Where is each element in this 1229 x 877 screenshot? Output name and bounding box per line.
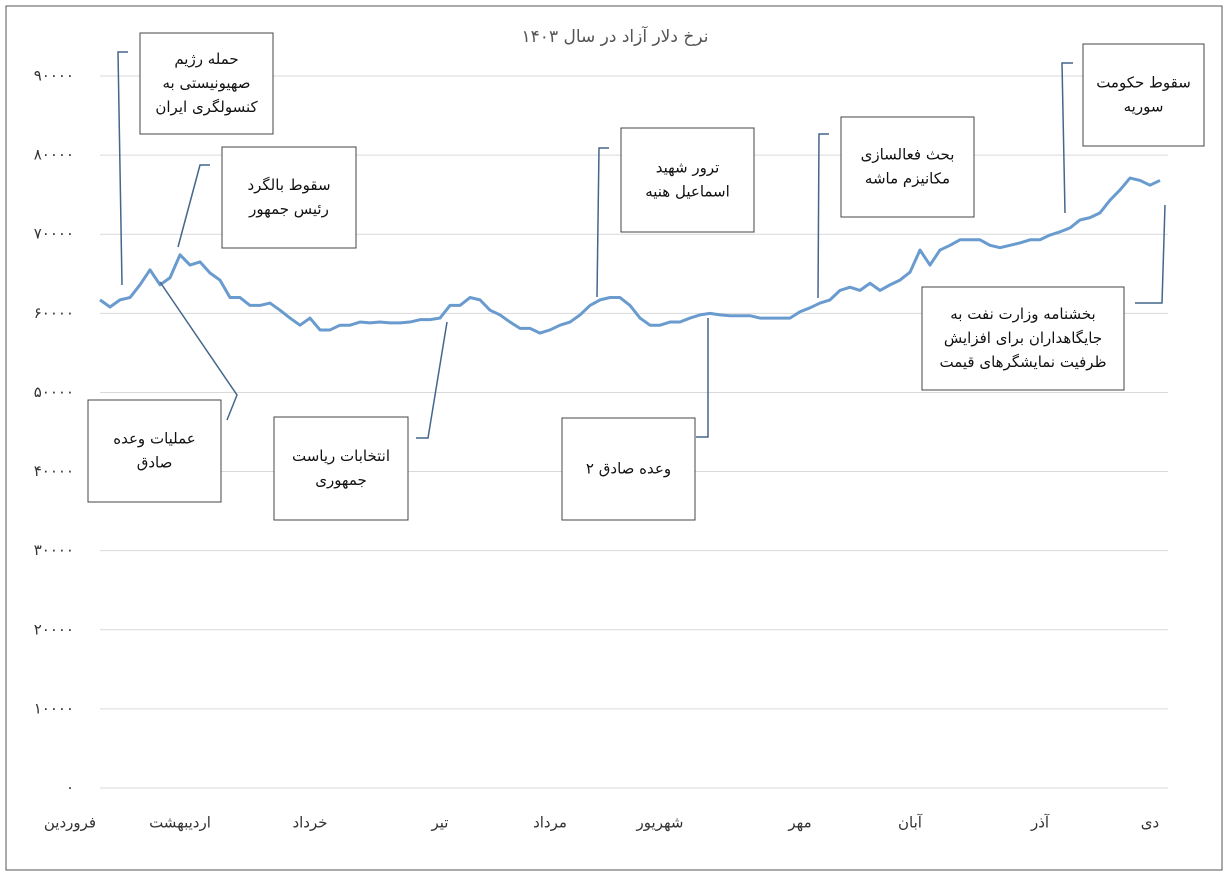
data-line — [99, 176, 1161, 335]
annotation-text: کنسولگری ایران — [155, 98, 258, 116]
x-tick-label: مرداد — [533, 814, 567, 832]
annotation-text: اسماعیل هنیه — [645, 183, 730, 201]
y-tick-label: ۷۰۰۰۰ — [34, 225, 74, 243]
annotation-leader — [416, 321, 448, 439]
y-tick-label: ۸۰۰۰۰ — [34, 146, 74, 164]
y-tick-label: ۱۰۰۰۰ — [34, 699, 74, 717]
annotation-text: مکانیزم ماشه — [865, 170, 950, 188]
annotation-box — [840, 116, 975, 218]
annotation-text: سقوط بالگرد — [247, 176, 330, 194]
annotation-text: عملیات وعده — [113, 430, 196, 448]
y-tick-label: ۹۰۰۰۰ — [34, 67, 74, 85]
y-tick-label: ۲۰۰۰۰ — [34, 620, 74, 638]
x-tick-label: دی — [1141, 814, 1159, 832]
annotation-text: صهیونیستی به — [162, 74, 250, 92]
annotation-box — [1082, 43, 1205, 147]
x-tick-label: فروردین — [44, 814, 96, 832]
y-tick-label: ۳۰۰۰۰ — [34, 541, 74, 559]
y-tick-label: ۵۰۰۰۰ — [34, 383, 74, 401]
annotation-leader — [1135, 204, 1166, 304]
y-tick-label: ۴۰۰۰۰ — [34, 462, 74, 480]
x-tick-label: مهر — [787, 814, 811, 832]
annotation-leader — [596, 147, 609, 298]
annotation-text: صادق — [137, 454, 173, 472]
annotation-box — [561, 417, 696, 521]
annotation-leader — [177, 164, 210, 248]
annotation-box — [620, 127, 755, 233]
annotation-text: جمهوری — [315, 471, 367, 489]
annotation-text: بخشنامه وزارت نفت به — [950, 305, 1095, 323]
x-tick-label: شهریور — [636, 814, 684, 832]
annotation-text: انتخابات ریاست — [292, 447, 390, 465]
x-tick-label: تیر — [431, 814, 449, 832]
annotation-box — [273, 416, 409, 521]
annotation-text: وعده صادق ۲ — [586, 460, 671, 478]
chart-title: نرخ دلار آزاد در سال ۱۴۰۳ — [522, 25, 709, 47]
annotation-leader — [1061, 62, 1073, 214]
x-tick-label: اردیبهشت — [149, 814, 211, 832]
annotation-leader — [117, 51, 128, 286]
x-tick-label: خرداد — [292, 814, 327, 832]
annotation-text: بحث فعالسازی — [861, 146, 955, 164]
x-tick-label: آبان — [898, 814, 923, 832]
annotation-text: سقوط حکومت — [1096, 74, 1191, 92]
annotation-text: ترور شهید — [656, 159, 720, 177]
annotation-text: جایگاهداران برای افزایش — [944, 329, 1102, 347]
annotation-box — [921, 286, 1125, 391]
y-tick-label: ۰ — [66, 779, 74, 797]
annotation-box — [87, 399, 222, 503]
annotation-leader — [696, 318, 709, 438]
annotation-text: حمله رژیم — [174, 50, 238, 68]
x-tick-label: آذر — [1030, 814, 1050, 832]
annotation-box — [139, 32, 274, 135]
y-tick-label: ۶۰۰۰۰ — [34, 304, 74, 322]
annotation-box — [221, 146, 357, 249]
annotation-leader — [817, 133, 829, 299]
annotation-leader — [159, 281, 238, 421]
annotation-text: سوریه — [1124, 98, 1164, 116]
annotation-text: رئیس جمهور — [248, 200, 329, 218]
annotation-text: ظرفیت نمایشگرهای قیمت — [939, 353, 1106, 371]
